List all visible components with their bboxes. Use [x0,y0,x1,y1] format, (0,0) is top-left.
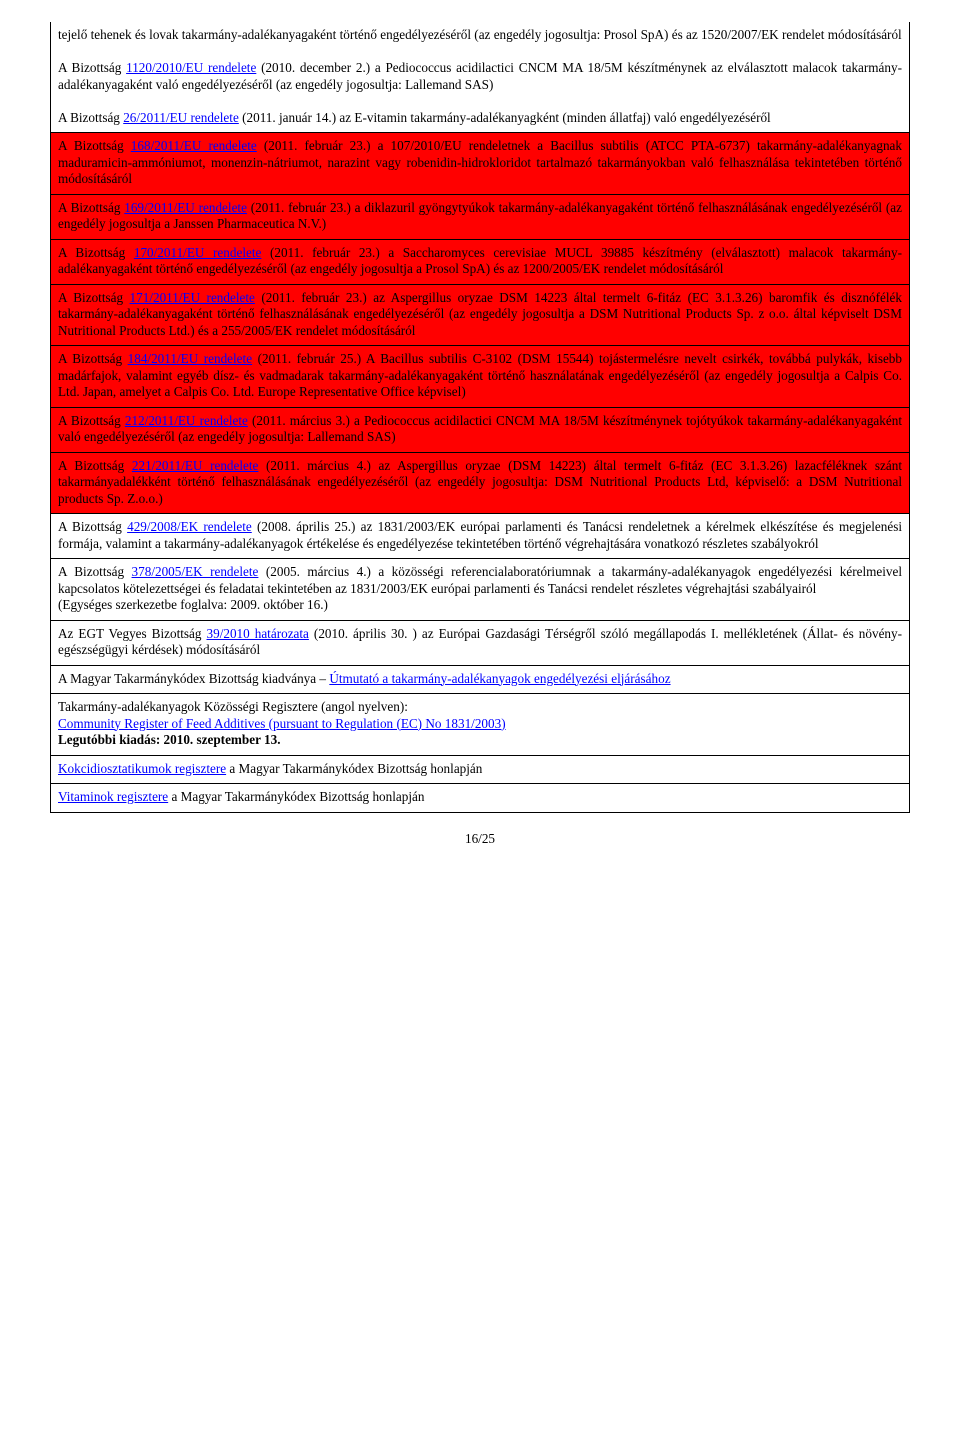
regulation-cell: A Bizottság 170/2011/EU rendelete (2011.… [51,239,910,284]
regulation-cell: A Bizottság 169/2011/EU rendelete (2011.… [51,194,910,239]
regulation-cell: Takarmány-adalékanyagok Közösségi Regisz… [51,694,910,756]
table-row: Az EGT Vegyes Bizottság 39/2010 határoza… [51,620,910,665]
regulation-link[interactable]: Vitaminok regisztere [58,789,168,804]
regulation-link[interactable]: 170/2011/EU rendelete [134,245,262,260]
regulation-cell: A Bizottság 221/2011/EU rendelete (2011.… [51,452,910,514]
table-row: tejelő tehenek és lovak takarmány-adalék… [51,22,910,133]
regulation-link[interactable]: 39/2010 határozata [207,626,309,641]
regulation-cell: A Bizottság 184/2011/EU rendelete (2011.… [51,346,910,408]
table-row: A Bizottság 171/2011/EU rendelete (2011.… [51,284,910,346]
regulation-link[interactable]: 171/2011/EU rendelete [130,290,255,305]
regulation-link[interactable]: 221/2011/EU rendelete [132,458,259,473]
table-row: A Magyar Takarmánykódex Bizottság kiadvá… [51,665,910,694]
regulation-table: tejelő tehenek és lovak takarmány-adalék… [50,22,910,813]
regulation-cell: A Magyar Takarmánykódex Bizottság kiadvá… [51,665,910,694]
regulation-cell: A Bizottság 171/2011/EU rendelete (2011.… [51,284,910,346]
table-row: A Bizottság 429/2008/EK rendelete (2008.… [51,514,910,559]
regulation-cell: A Bizottság 168/2011/EU rendelete (2011.… [51,133,910,195]
regulation-link[interactable]: 184/2011/EU rendelete [128,351,252,366]
regulation-link[interactable]: Kokcidiosztatikumok regisztere [58,761,226,776]
table-row: A Bizottság 378/2005/EK rendelete (2005.… [51,559,910,621]
table-row: A Bizottság 169/2011/EU rendelete (2011.… [51,194,910,239]
table-row: A Bizottság 170/2011/EU rendelete (2011.… [51,239,910,284]
regulation-link[interactable]: 1120/2010/EU rendelete [126,60,256,75]
table-row: A Bizottság 168/2011/EU rendelete (2011.… [51,133,910,195]
table-row: A Bizottság 221/2011/EU rendelete (2011.… [51,452,910,514]
regulation-cell: Kokcidiosztatikumok regisztere a Magyar … [51,755,910,784]
regulation-link[interactable]: 212/2011/EU rendelete [125,413,248,428]
table-row: A Bizottság 212/2011/EU rendelete (2011.… [51,407,910,452]
table-row: Takarmány-adalékanyagok Közösségi Regisz… [51,694,910,756]
regulation-cell: tejelő tehenek és lovak takarmány-adalék… [51,22,910,133]
table-row: A Bizottság 184/2011/EU rendelete (2011.… [51,346,910,408]
regulation-link[interactable]: Community Register of Feed Additives (pu… [58,716,506,731]
regulation-link[interactable]: 378/2005/EK rendelete [132,564,259,579]
regulation-link[interactable]: 168/2011/EU rendelete [131,138,257,153]
regulation-cell: A Bizottság 429/2008/EK rendelete (2008.… [51,514,910,559]
regulation-cell: Vitaminok regisztere a Magyar Takarmányk… [51,784,910,813]
table-row: Vitaminok regisztere a Magyar Takarmányk… [51,784,910,813]
regulation-cell: A Bizottság 212/2011/EU rendelete (2011.… [51,407,910,452]
page-number: 16/25 [50,831,910,848]
regulation-cell: Az EGT Vegyes Bizottság 39/2010 határoza… [51,620,910,665]
regulation-cell: A Bizottság 378/2005/EK rendelete (2005.… [51,559,910,621]
regulation-link[interactable]: Útmutató a takarmány-adalékanyagok enged… [329,671,670,686]
regulation-link[interactable]: 429/2008/EK rendelete [127,519,252,534]
bold-tail: Legutóbbi kiadás: 2010. szeptember 13. [58,732,281,747]
regulation-link[interactable]: 169/2011/EU rendelete [124,200,247,215]
regulation-link[interactable]: 26/2011/EU rendelete [123,110,239,125]
table-row: Kokcidiosztatikumok regisztere a Magyar … [51,755,910,784]
